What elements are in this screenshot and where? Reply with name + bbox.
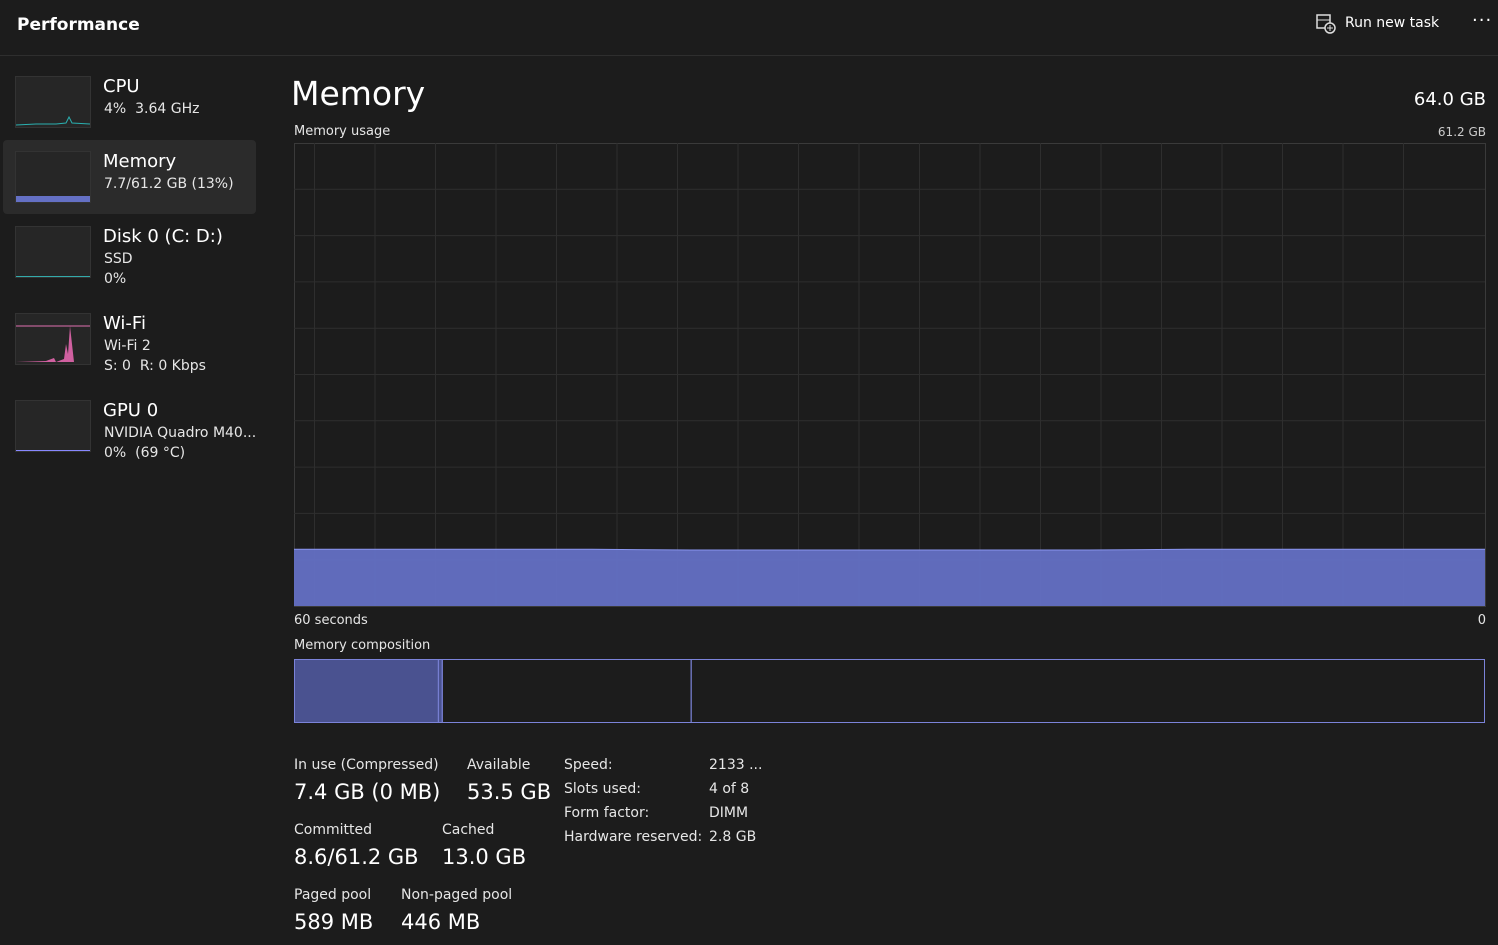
stat-label: Available — [467, 757, 531, 773]
stat-value: 8.6/61.2 GB — [294, 845, 419, 869]
time-start: 60 seconds — [294, 613, 368, 628]
composition-segment — [441, 659, 692, 723]
item-detail: S: 0 R: 0 Kbps — [104, 358, 206, 374]
detail-value: 4 of 8 — [709, 781, 750, 797]
usage-line — [294, 548, 1485, 551]
total-memory: 64.0 GB — [1413, 89, 1486, 110]
page-title: Performance — [17, 15, 140, 35]
usage-max: 61.2 GB — [1437, 125, 1486, 139]
run-new-task-button[interactable]: Run new task — [1313, 12, 1439, 36]
composition-segment — [437, 659, 443, 723]
stat-label: In use (Compressed) — [294, 757, 439, 773]
composition-label: Memory composition — [294, 638, 431, 653]
stat-value: 446 MB — [401, 910, 481, 934]
stat-label: Paged pool — [294, 887, 372, 903]
item-detail: Wi-Fi 2 — [104, 338, 151, 354]
gpu-thumb[interactable] — [15, 400, 91, 452]
stat-value: 53.5 GB — [467, 780, 552, 804]
composition-segment — [294, 659, 439, 723]
stat-value: 13.0 GB — [442, 845, 527, 869]
usage-label: Memory usage — [294, 124, 391, 139]
header-divider — [0, 55, 1498, 56]
detail-label: Slots used: — [564, 781, 641, 797]
item-detail: SSD — [104, 251, 133, 267]
stat-value: 589 MB — [294, 910, 374, 934]
memory-thumb[interactable] — [15, 151, 91, 203]
composition-segment — [690, 659, 1485, 723]
detail-value: 2133 ... — [709, 757, 763, 773]
detail-label: Speed: — [564, 757, 613, 773]
run-label: Run new task — [1345, 15, 1440, 31]
detail-label: Form factor: — [564, 805, 650, 821]
time-end: 0 — [1477, 613, 1486, 628]
item-name[interactable]: GPU 0 — [103, 400, 159, 421]
item-name[interactable]: Disk 0 (C: D:) — [103, 226, 223, 247]
item-detail: 0% (69 °C) — [104, 445, 186, 461]
stat-label: Cached — [442, 822, 495, 838]
item-detail: 4% 3.64 GHz — [104, 101, 200, 117]
run-icon — [1316, 14, 1336, 34]
item-detail: 0% — [104, 271, 127, 287]
stat-value: 7.4 GB (0 MB) — [294, 780, 441, 804]
detail-value: 2.8 GB — [709, 829, 757, 845]
stat-label: Non-paged pool — [401, 887, 513, 903]
item-name[interactable]: CPU — [103, 76, 140, 97]
item-detail: 7.7/61.2 GB (13%) — [104, 176, 234, 192]
composition-bar — [294, 659, 1485, 723]
detail-value: DIMM — [709, 805, 749, 821]
stat-label: Committed — [294, 822, 372, 838]
item-detail: NVIDIA Quadro M40... — [104, 425, 257, 441]
cpu-thumb[interactable] — [15, 76, 91, 128]
item-name[interactable]: Wi-Fi — [103, 313, 146, 334]
section-title: Memory — [291, 74, 426, 113]
item-name[interactable]: Memory — [103, 151, 177, 172]
wifi-thumb[interactable] — [15, 313, 91, 365]
more-button[interactable]: ··· — [1472, 10, 1493, 31]
disk-thumb[interactable] — [15, 226, 91, 278]
usage-graph — [294, 143, 1486, 607]
usage-area — [294, 549, 1485, 606]
detail-label: Hardware reserved: — [564, 829, 703, 845]
